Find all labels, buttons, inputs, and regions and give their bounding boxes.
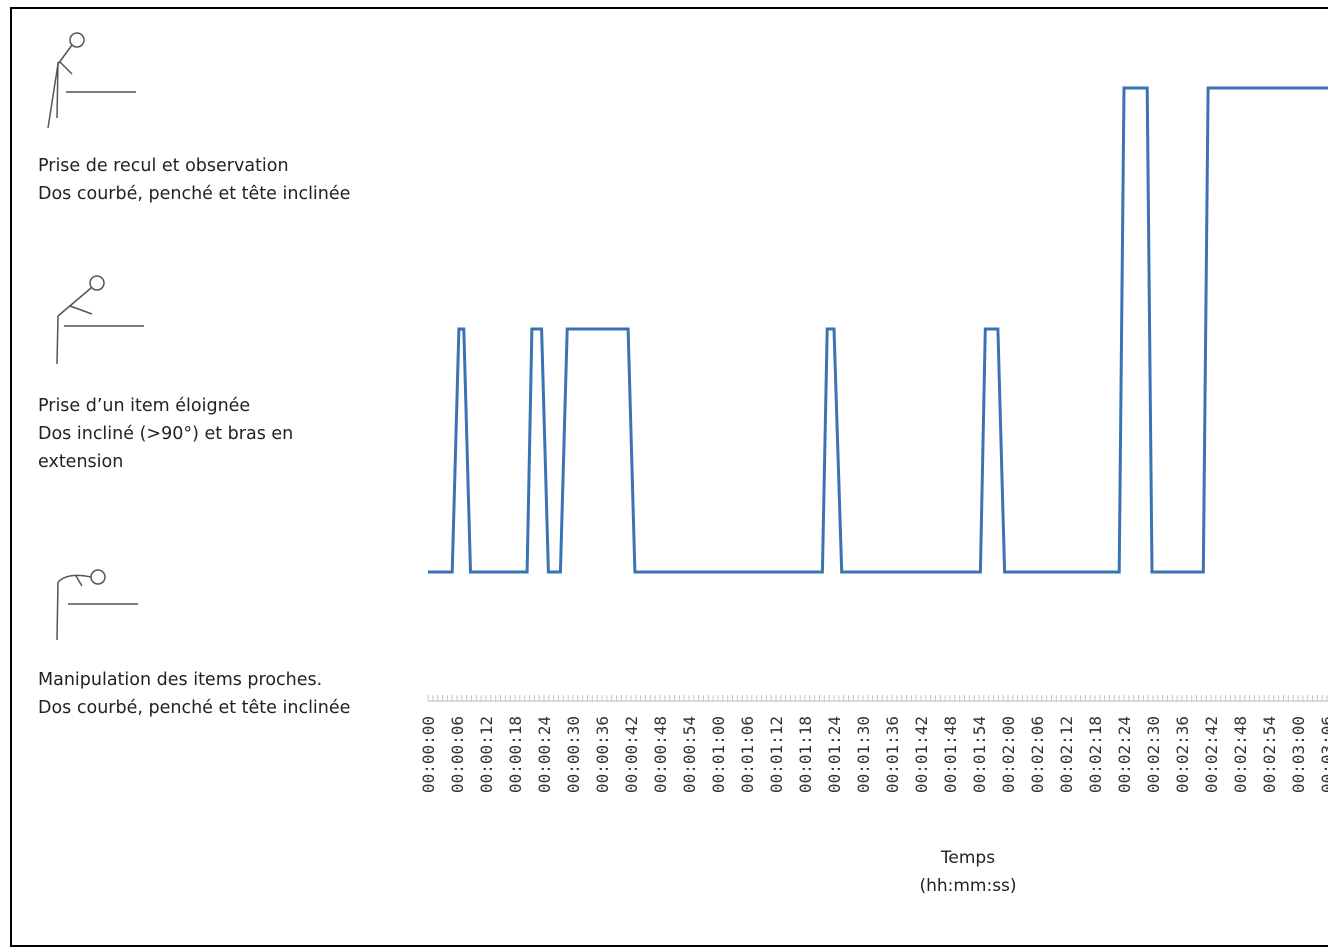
x-tick-label: 00:00:00	[419, 716, 438, 793]
x-tick-label: 00:00:12	[477, 716, 496, 793]
x-tick-label: 00:01:24	[825, 716, 844, 793]
x-tick-label: 00:01:30	[854, 716, 873, 793]
posture-line: Dos courbé, penché et tête inclinée	[38, 698, 351, 718]
x-tick-label: 00:03:06	[1318, 716, 1328, 793]
posture-label-near-items: Manipulation des items proches. Dos cour…	[38, 666, 350, 722]
x-tick-label: 00:00:54	[680, 716, 699, 793]
x-tick-label: 00:00:18	[506, 716, 525, 793]
x-tick-label: 00:01:06	[738, 716, 757, 793]
x-tick-label: 00:01:12	[767, 716, 786, 793]
x-tick-label: 00:02:36	[1173, 716, 1192, 793]
posture-label-far-item: Prise d’un item éloignée Dos incliné (>9…	[38, 392, 293, 476]
x-tick-label: 00:01:54	[970, 716, 989, 793]
x-tick-label: 00:00:48	[651, 716, 670, 793]
x-tick-label: 00:02:54	[1260, 716, 1279, 793]
x-tick-label: 00:01:00	[709, 716, 728, 793]
x-tick-label: 00:02:42	[1202, 716, 1221, 793]
x-tick-label: 00:00:36	[593, 716, 612, 793]
posture-label-observation: Prise de recul et observation Dos courbé…	[38, 152, 350, 208]
posture-series-line	[428, 86, 1328, 574]
x-tick-label: 00:01:42	[912, 716, 931, 793]
x-tick-label: 00:00:24	[535, 716, 554, 793]
x-tick-label: 00:01:36	[883, 716, 902, 793]
x-tick-label: 00:02:12	[1057, 716, 1076, 793]
x-tick-label: 00:01:48	[941, 716, 960, 793]
x-axis-title-line: Temps	[940, 848, 996, 868]
posture-line: Dos incliné (>90°) et bras en	[38, 424, 294, 444]
x-axis-ticks	[427, 695, 1328, 702]
x-axis-title: Temps (hh:mm:ss)	[918, 844, 1018, 900]
reaching-posture-icon	[56, 275, 144, 365]
posture-line: Dos courbé, penché et tête inclinée	[38, 184, 351, 204]
x-tick-label: 00:00:30	[564, 716, 583, 793]
x-tick-label: 00:00:06	[448, 716, 467, 793]
posture-line: Prise d’un item éloignée	[38, 396, 251, 416]
x-axis-tick-labels: 00:00:00 00:00:06 00:00:12 00:00:18 00:00:24…	[419, 716, 1328, 793]
x-tick-label: 00:02:48	[1231, 716, 1250, 793]
x-tick-label: 00:02:24	[1115, 716, 1134, 793]
x-tick-label: 00:01:18	[796, 716, 815, 793]
x-tick-label: 00:02:00	[999, 716, 1018, 793]
x-tick-label: 00:03:00	[1289, 716, 1308, 793]
posture-line: Prise de recul et observation	[38, 156, 289, 176]
x-axis-title-line: (hh:mm:ss)	[919, 876, 1017, 896]
x-tick-label: 00:00:42	[622, 716, 641, 793]
x-tick-label: 00:02:30	[1144, 716, 1163, 793]
standing-posture-icon	[47, 32, 136, 129]
x-tick-label: 00:02:18	[1086, 716, 1105, 793]
posture-line: Manipulation des items proches.	[38, 670, 323, 690]
x-tick-label: 00:02:06	[1028, 716, 1047, 793]
bent-posture-icon	[56, 569, 138, 641]
posture-line: extension	[38, 452, 124, 472]
